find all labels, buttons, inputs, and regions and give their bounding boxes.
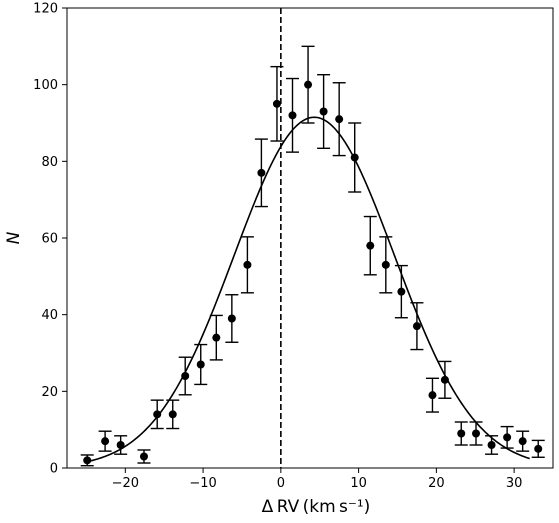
data-point (366, 241, 375, 250)
data-point (101, 437, 110, 446)
data-point-group (425, 377, 439, 413)
data-point (397, 287, 406, 296)
data-point-group (194, 343, 208, 386)
data-point-group (394, 264, 408, 319)
y-axis-ticks: 0 20 40 60 80 100 120 (33, 2, 67, 477)
data-point-group (438, 360, 452, 399)
data-point (335, 115, 344, 124)
data-point-group (516, 430, 530, 452)
data-point (534, 444, 543, 453)
data-point (212, 333, 221, 342)
data-point (518, 437, 527, 446)
data-point-group (454, 421, 468, 446)
data-point-group (166, 399, 180, 430)
data-point (181, 372, 190, 380)
data-point-group (317, 73, 331, 150)
data-point-group (485, 435, 499, 455)
gaussian-fit-curve (86, 116, 530, 463)
y-tick-label: 40 (41, 308, 58, 323)
y-tick-label: 20 (41, 385, 58, 400)
data-point-group (348, 122, 362, 193)
data-point-group (301, 45, 315, 124)
x-tick-label: 30 (506, 476, 523, 491)
data-point-group (469, 421, 483, 446)
data-point-group (137, 449, 151, 464)
data-point (440, 375, 449, 384)
data-point (381, 260, 390, 269)
x-tick-label: 20 (428, 476, 445, 491)
data-point (412, 322, 421, 331)
data-point (83, 456, 92, 465)
data-point-group (254, 138, 268, 208)
y-axis-label: N (4, 231, 24, 244)
data-point (243, 260, 252, 269)
data-point-group (225, 294, 239, 343)
data-point-group (80, 454, 94, 467)
data-point (350, 153, 359, 162)
data-point (487, 441, 496, 449)
x-tick-label: 0 (277, 476, 285, 491)
data-point-group (410, 302, 424, 351)
data-point (153, 410, 162, 419)
data-point (227, 314, 236, 323)
y-tick-label: 0 (50, 462, 58, 477)
x-tick-label: −20 (112, 476, 139, 491)
y-tick-label: 120 (33, 2, 58, 17)
data-point (472, 429, 481, 438)
data-point-group (500, 425, 514, 449)
x-tick-label: −10 (189, 476, 216, 491)
plot-area (66, 7, 554, 469)
x-tick-label: 10 (350, 476, 367, 491)
data-point (288, 111, 297, 120)
data-point (196, 360, 205, 369)
data-point-group (531, 439, 545, 458)
data-point-group (114, 435, 128, 455)
data-point-group (150, 399, 164, 430)
data-point-group (209, 314, 223, 361)
data-point (168, 410, 177, 419)
data-point (428, 391, 437, 400)
data-point-group (98, 430, 112, 452)
data-point (304, 80, 313, 89)
y-tick-label: 60 (41, 232, 58, 247)
axes-frame (66, 7, 554, 469)
data-point-group (363, 215, 377, 276)
data-point (503, 433, 512, 442)
data-point (257, 168, 266, 177)
x-axis-label: Δ RV (km s⁻¹) (262, 497, 371, 517)
data-point-group (379, 236, 393, 294)
data-point (457, 429, 466, 438)
data-point (272, 99, 281, 108)
data-point-group (332, 82, 346, 157)
x-axis-ticks: −20 −10 0 10 20 30 (112, 468, 523, 491)
data-point-group (286, 77, 300, 153)
data-point-group (178, 356, 192, 396)
data-point-group (270, 65, 284, 142)
data-point (319, 107, 328, 116)
y-tick-label: 100 (33, 78, 58, 93)
data-point (116, 441, 125, 449)
data-point (139, 452, 148, 461)
data-point-group (240, 236, 254, 294)
y-tick-label: 80 (41, 155, 58, 170)
